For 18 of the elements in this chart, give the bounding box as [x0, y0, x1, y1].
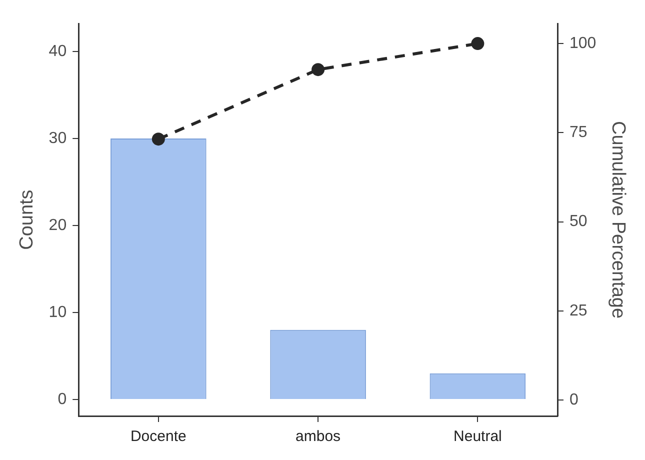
- y-tick-label: 30: [48, 130, 67, 147]
- x-tick-label: Docente: [130, 428, 186, 446]
- y-axis-title: Counts: [16, 190, 38, 250]
- y-tick-label: 10: [48, 304, 67, 321]
- y2-tick-label: 25: [570, 302, 588, 320]
- y-tick-label: 40: [48, 42, 67, 60]
- point: [152, 132, 165, 146]
- y2-tick-label: 0: [570, 391, 579, 408]
- y2-axis-title: Cumulative Percentage: [607, 121, 628, 319]
- y2-tick-label: 75: [570, 124, 588, 142]
- x-tick-label: Neutral: [454, 428, 502, 446]
- y-tick-label: 20: [48, 216, 67, 234]
- y2-tick-label: 50: [570, 213, 588, 230]
- y2-tick-label: 100: [570, 34, 596, 52]
- point: [471, 37, 484, 50]
- point: [312, 63, 325, 76]
- y-tick-label: 0: [58, 390, 67, 408]
- x-tick-label: ambos: [296, 428, 341, 446]
